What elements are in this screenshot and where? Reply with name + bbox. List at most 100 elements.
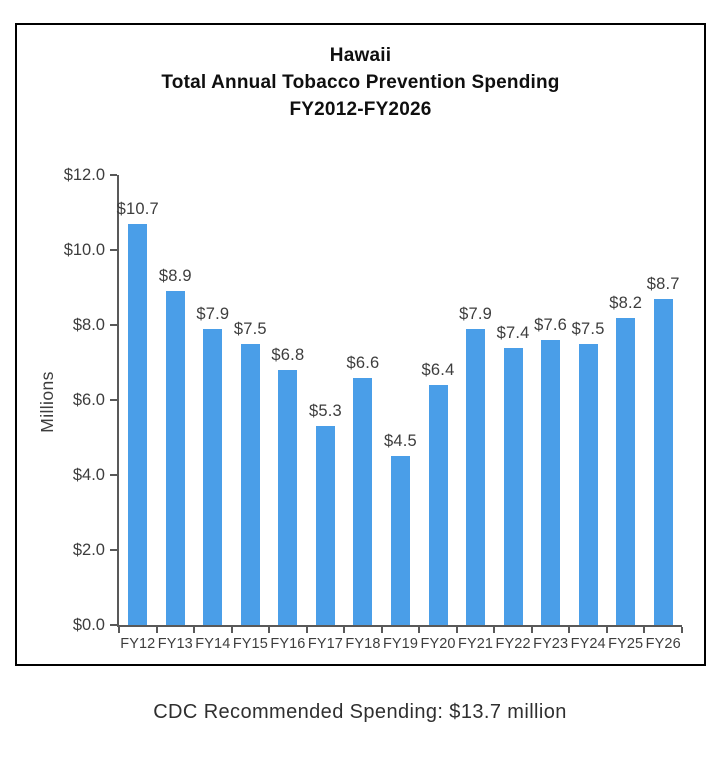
y-tick bbox=[110, 624, 117, 626]
bar-value-label: $6.6 bbox=[346, 353, 380, 372]
chart-title-range: FY2012-FY2026 bbox=[289, 99, 432, 120]
bar-slot: $7.5 bbox=[232, 320, 270, 625]
bar-slot: $7.5 bbox=[569, 320, 607, 625]
x-tick-label: FY20 bbox=[420, 636, 456, 652]
bar-value-label: $6.4 bbox=[421, 361, 455, 379]
bar-slot: $7.6 bbox=[532, 316, 570, 625]
bar-slot: $4.5 bbox=[382, 432, 420, 625]
bar bbox=[578, 343, 598, 625]
x-tick-label: FY13 bbox=[157, 636, 193, 652]
chart-title: Hawaii Total Annual Tobacco Prevention S… bbox=[17, 42, 704, 123]
x-tick bbox=[380, 627, 383, 633]
bar-slot: $8.2 bbox=[607, 293, 645, 625]
plot-area: $10.7 $8.9 $7.9 $7.5 $6.8 $5.3 $6.6 $4.5 $6.4 $7.… bbox=[110, 174, 683, 652]
bar-value-label: $7.9 bbox=[196, 304, 230, 323]
x-tick-label: FY12 bbox=[120, 636, 156, 652]
bar-value-label: $4.5 bbox=[384, 432, 417, 451]
bar-value-label: $10.7 bbox=[116, 199, 159, 218]
x-tick-label: FY17 bbox=[307, 636, 343, 652]
bar-value-label: $7.4 bbox=[496, 323, 530, 342]
y-tick-label: $2.0 bbox=[72, 541, 105, 559]
bar bbox=[353, 377, 373, 625]
chart-title-subject: Total Annual Tobacco Prevention Spending bbox=[161, 72, 560, 93]
y-tick-label: $6.0 bbox=[72, 391, 105, 409]
x-tick bbox=[268, 627, 271, 633]
bar-slot: $6.6 bbox=[344, 353, 382, 625]
bar bbox=[203, 328, 223, 625]
x-tick bbox=[418, 627, 421, 633]
y-tick bbox=[110, 399, 117, 401]
x-tick bbox=[605, 627, 608, 633]
y-tick bbox=[110, 324, 117, 326]
x-tick-label: FY26 bbox=[645, 636, 681, 652]
bar-value-label: $7.9 bbox=[459, 304, 492, 323]
x-tick-label: FY14 bbox=[195, 636, 231, 652]
bar-slot: $10.7 bbox=[116, 199, 159, 625]
y-tick bbox=[110, 549, 117, 551]
bar bbox=[616, 317, 636, 625]
y-tick-label: $4.0 bbox=[72, 466, 105, 484]
bar bbox=[428, 385, 448, 625]
bar-slot: $7.9 bbox=[457, 305, 495, 625]
x-tick bbox=[568, 627, 571, 633]
cdc-recommendation-note: CDC Recommended Spending: $13.7 million bbox=[153, 701, 567, 723]
bar-slot: $6.8 bbox=[269, 346, 307, 625]
y-tick bbox=[110, 174, 117, 176]
x-tick bbox=[493, 627, 496, 633]
x-tick bbox=[118, 627, 120, 633]
bar-value-label: $8.7 bbox=[646, 274, 680, 293]
x-tick bbox=[643, 627, 646, 633]
bar bbox=[466, 328, 486, 625]
y-tick-label: $8.0 bbox=[72, 316, 105, 334]
bar-value-label: $7.6 bbox=[534, 316, 568, 334]
bar bbox=[541, 340, 561, 625]
x-tick-label: FY24 bbox=[570, 636, 606, 652]
x-tick bbox=[455, 627, 458, 633]
x-tick bbox=[305, 627, 308, 633]
bar-value-label: $5.3 bbox=[308, 402, 342, 421]
bar bbox=[240, 343, 260, 625]
bar-slot: $7.4 bbox=[494, 323, 532, 625]
x-tick bbox=[530, 627, 533, 633]
bar-slot: $8.9 bbox=[157, 267, 195, 625]
x-tick-label: FY25 bbox=[608, 636, 644, 652]
bar-slot: $7.9 bbox=[194, 305, 232, 625]
x-tick bbox=[343, 627, 346, 633]
x-tick bbox=[681, 627, 683, 633]
x-tick bbox=[193, 627, 196, 633]
bar-slot: $8.7 bbox=[644, 275, 682, 625]
chart-card: Hawaii Total Annual Tobacco Prevention S… bbox=[15, 23, 706, 666]
bar-slot: $5.3 bbox=[307, 402, 345, 625]
y-tick-label: $10.0 bbox=[63, 241, 105, 259]
x-tick-label: FY16 bbox=[270, 636, 306, 652]
bar bbox=[315, 426, 335, 625]
bar bbox=[278, 370, 298, 625]
bar-slot: $6.4 bbox=[419, 361, 457, 625]
x-tick-label: FY22 bbox=[495, 636, 531, 652]
y-tick bbox=[110, 249, 117, 251]
y-tick-label: $12.0 bbox=[63, 166, 105, 184]
x-tick bbox=[155, 627, 158, 633]
bar bbox=[390, 456, 410, 625]
x-tick-label: FY15 bbox=[232, 636, 268, 652]
y-tick bbox=[110, 474, 117, 476]
y-tick-label: $0.0 bbox=[72, 616, 105, 634]
bar bbox=[653, 298, 673, 625]
x-axis-labels: FY12 FY13 FY14 FY15 FY16 FY17 FY18 FY19 FY20 FY21… bbox=[119, 636, 682, 652]
bar-value-label: $6.8 bbox=[271, 346, 305, 364]
bar-value-label: $7.5 bbox=[571, 319, 605, 338]
bar bbox=[165, 291, 185, 625]
bar bbox=[128, 223, 148, 625]
x-tick-label: FY19 bbox=[382, 636, 419, 652]
chart-title-state: Hawaii bbox=[329, 45, 392, 66]
bar-value-label: $8.9 bbox=[158, 267, 192, 286]
x-tick-label: FY18 bbox=[345, 636, 381, 652]
bar-value-label: $7.5 bbox=[233, 319, 267, 338]
bar bbox=[503, 347, 523, 625]
x-tick bbox=[230, 627, 233, 633]
bar-value-label: $8.2 bbox=[609, 293, 643, 312]
x-tick-label: FY21 bbox=[458, 636, 494, 652]
bar-series: $10.7 $8.9 $7.9 $7.5 $6.8 $5.3 $6.6 $4.5 $6.4 $7.… bbox=[116, 175, 682, 625]
x-tick-label: FY23 bbox=[533, 636, 569, 652]
